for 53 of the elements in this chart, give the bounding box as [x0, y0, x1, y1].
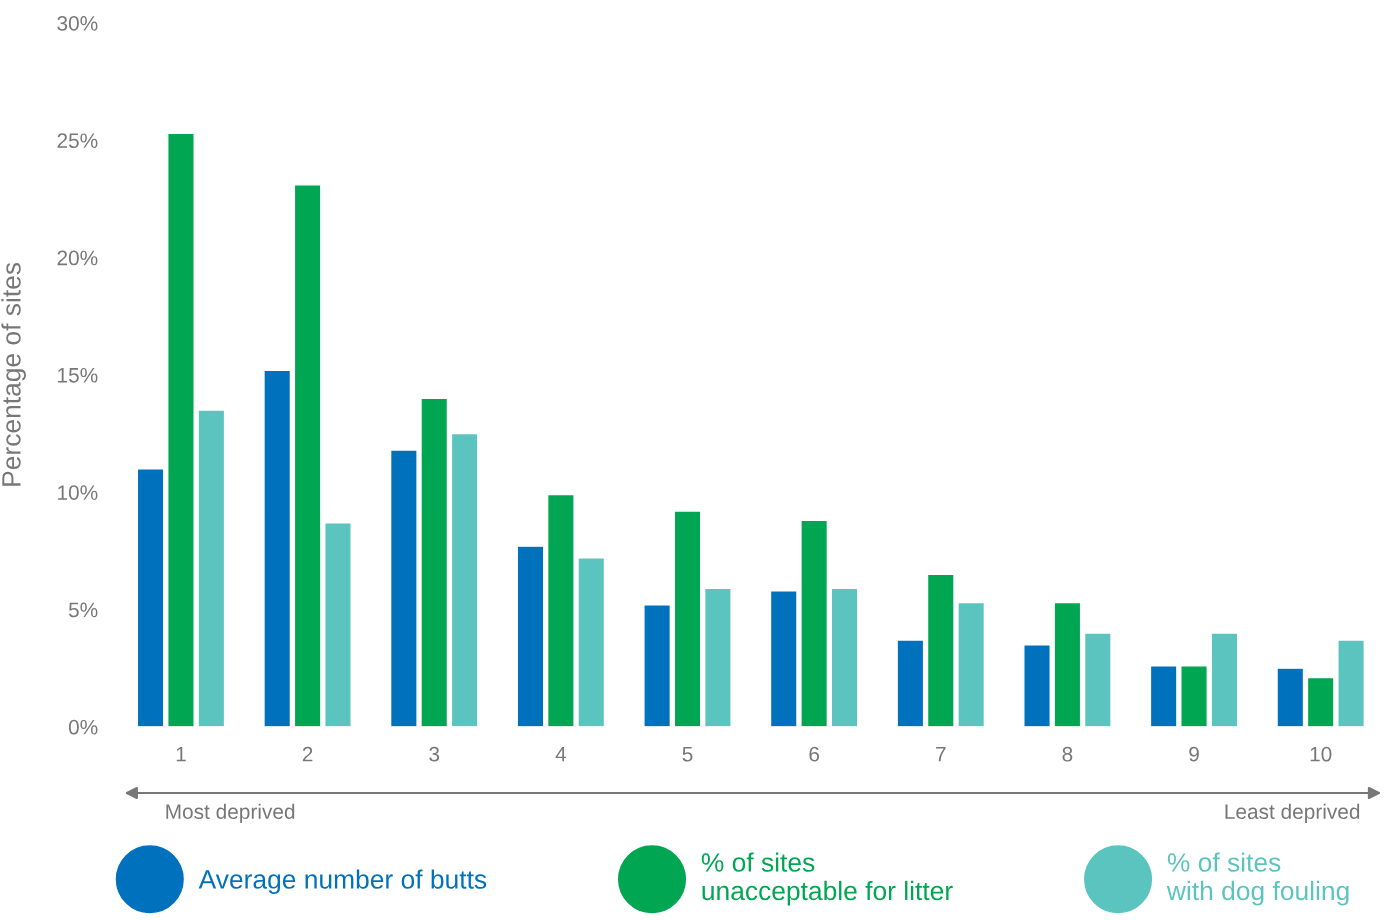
bar — [1180, 665, 1208, 727]
bar — [263, 369, 292, 727]
bar — [577, 557, 606, 727]
bar — [136, 468, 165, 727]
y-tick-label: 15% — [58, 367, 98, 383]
bar — [546, 493, 575, 727]
bar — [197, 409, 226, 727]
x-tick-label: 6 — [809, 746, 820, 762]
bar — [1306, 676, 1335, 727]
text: Most deprived — [166, 803, 295, 824]
bar — [957, 601, 986, 727]
bar — [516, 545, 545, 727]
y-tick-label: 10% — [58, 485, 98, 500]
bar — [1337, 639, 1365, 727]
bar — [389, 449, 418, 727]
x-tick-label: 3 — [429, 746, 440, 762]
y-tick-label: 0% — [68, 719, 98, 735]
text: % of sites with dog fouling — [1166, 852, 1349, 906]
bar — [167, 132, 195, 727]
bar — [324, 522, 352, 727]
bar — [1210, 632, 1239, 727]
bar — [1149, 665, 1178, 727]
bar — [800, 519, 829, 727]
x-tick-label: 5 — [682, 747, 693, 762]
bar — [1053, 601, 1082, 727]
x-tick-label: 1 — [176, 747, 186, 762]
bar — [420, 397, 449, 727]
bar — [926, 573, 955, 727]
x-tick-label: 2 — [302, 746, 313, 762]
bar — [293, 184, 322, 727]
y-tick-label: 20% — [57, 250, 98, 266]
y-tick-label: 25% — [57, 133, 98, 149]
bar — [769, 590, 798, 727]
text: Least deprived — [1225, 803, 1360, 824]
text: % of sites unacceptable for litter — [701, 852, 953, 906]
bar — [1276, 667, 1305, 727]
bar — [1083, 632, 1112, 727]
y-tick-label: 5% — [68, 602, 98, 618]
x-tick-label: 8 — [1062, 746, 1073, 762]
bar — [703, 587, 732, 727]
bar — [830, 587, 859, 727]
x-tick-label: 10 — [1310, 746, 1332, 762]
y-axis-title: Percentage of sites — [1, 262, 26, 486]
bar — [643, 604, 672, 727]
text: Average number of butts — [198, 869, 487, 894]
bar — [896, 639, 925, 727]
bar — [673, 510, 702, 727]
x-tick-label: 9 — [1189, 746, 1199, 762]
bar — [450, 432, 479, 727]
x-tick-label: 4 — [555, 747, 567, 762]
bar — [1023, 643, 1051, 727]
x-tick-label: 7 — [936, 747, 946, 762]
y-tick-label: 30% — [57, 16, 98, 31]
